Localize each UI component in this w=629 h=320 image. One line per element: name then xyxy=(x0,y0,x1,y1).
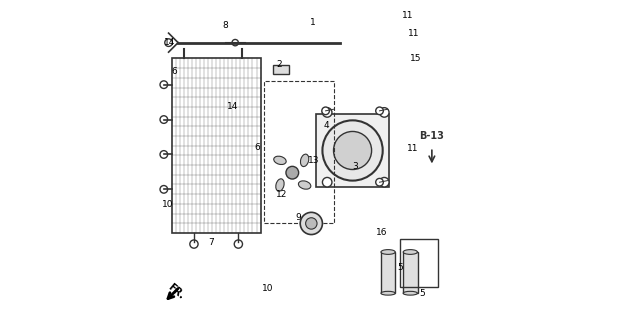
Text: 15: 15 xyxy=(409,54,421,63)
Ellipse shape xyxy=(298,181,311,189)
Ellipse shape xyxy=(301,154,309,167)
Text: 11: 11 xyxy=(402,11,413,20)
Ellipse shape xyxy=(381,291,395,295)
Bar xyxy=(273,65,289,74)
Bar xyxy=(381,252,396,293)
Circle shape xyxy=(379,178,389,187)
Bar xyxy=(400,239,438,287)
Text: 11: 11 xyxy=(406,144,418,153)
Ellipse shape xyxy=(276,179,284,191)
Circle shape xyxy=(160,151,167,158)
Text: 9: 9 xyxy=(296,212,301,222)
Ellipse shape xyxy=(403,250,418,254)
Ellipse shape xyxy=(403,291,418,295)
Text: 14: 14 xyxy=(164,38,175,47)
Text: 11: 11 xyxy=(408,28,420,38)
Circle shape xyxy=(234,240,243,248)
Circle shape xyxy=(286,166,299,179)
Circle shape xyxy=(376,178,383,186)
Circle shape xyxy=(322,107,330,115)
Text: 7: 7 xyxy=(209,238,214,247)
Circle shape xyxy=(160,116,167,124)
Text: 12: 12 xyxy=(276,190,288,199)
Text: 5: 5 xyxy=(397,263,403,272)
Text: B-13: B-13 xyxy=(420,131,444,141)
Ellipse shape xyxy=(274,156,286,164)
Bar xyxy=(403,252,418,293)
Circle shape xyxy=(160,186,167,193)
Bar xyxy=(172,59,260,233)
Text: 6: 6 xyxy=(254,143,260,152)
Circle shape xyxy=(165,39,172,46)
Text: 14: 14 xyxy=(227,101,238,111)
Circle shape xyxy=(379,108,389,117)
Text: 13: 13 xyxy=(308,156,320,164)
Text: 16: 16 xyxy=(376,228,388,237)
Circle shape xyxy=(333,132,372,170)
Circle shape xyxy=(300,212,323,235)
Text: 6: 6 xyxy=(171,67,177,76)
Text: 10: 10 xyxy=(262,284,274,293)
Ellipse shape xyxy=(381,250,395,254)
Text: 10: 10 xyxy=(162,200,174,209)
Bar xyxy=(264,81,333,223)
Text: 4: 4 xyxy=(324,121,330,130)
Bar xyxy=(316,114,389,187)
Circle shape xyxy=(323,178,332,187)
Text: 5: 5 xyxy=(419,289,425,298)
Circle shape xyxy=(323,108,332,117)
Circle shape xyxy=(190,240,198,248)
Circle shape xyxy=(232,39,238,46)
Circle shape xyxy=(160,81,167,88)
Text: 8: 8 xyxy=(223,21,228,30)
Circle shape xyxy=(376,107,383,115)
Text: 1: 1 xyxy=(309,19,316,28)
Text: 3: 3 xyxy=(353,162,359,171)
Circle shape xyxy=(323,120,382,180)
Circle shape xyxy=(306,218,317,229)
Text: FR.: FR. xyxy=(165,282,186,301)
Text: 2: 2 xyxy=(276,60,282,69)
